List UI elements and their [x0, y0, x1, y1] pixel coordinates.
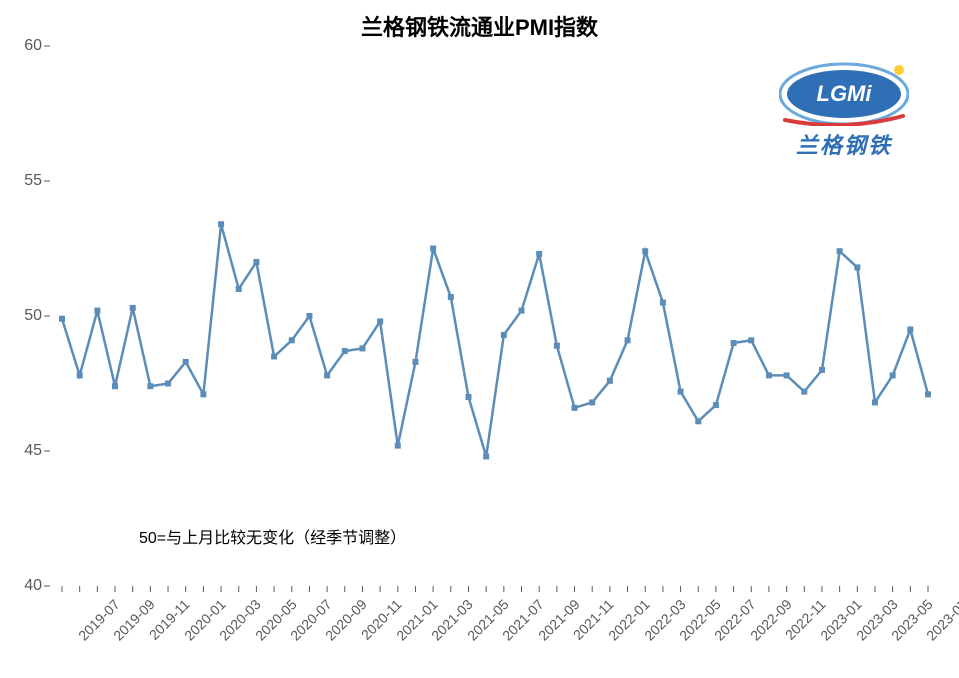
- pmi-marker: [59, 316, 65, 322]
- pmi-marker: [607, 378, 613, 384]
- pmi-marker: [448, 294, 454, 300]
- pmi-marker: [200, 391, 206, 397]
- pmi-marker: [94, 308, 100, 314]
- pmi-marker: [412, 359, 418, 365]
- pmi-marker: [289, 337, 295, 343]
- pmi-marker: [890, 372, 896, 378]
- y-tick-label: 40: [24, 577, 42, 595]
- chart-note: 50=与上月比较无变化（经季节调整）: [139, 524, 406, 548]
- svg-text:LGMi: LGMi: [817, 81, 873, 106]
- pmi-marker: [147, 383, 153, 389]
- pmi-marker: [483, 453, 489, 459]
- pmi-marker: [678, 389, 684, 395]
- pmi-marker: [872, 399, 878, 405]
- pmi-marker: [465, 394, 471, 400]
- y-tick-label: 45: [24, 442, 42, 460]
- pmi-marker: [77, 372, 83, 378]
- pmi-marker: [130, 305, 136, 311]
- pmi-marker: [183, 359, 189, 365]
- pmi-marker: [430, 246, 436, 252]
- pmi-marker: [253, 259, 259, 265]
- logo-text: 兰格钢铁: [769, 128, 919, 160]
- pmi-marker: [819, 367, 825, 373]
- pmi-marker: [925, 391, 931, 397]
- pmi-marker: [801, 389, 807, 395]
- pmi-marker: [536, 251, 542, 257]
- pmi-marker: [218, 221, 224, 227]
- pmi-marker: [112, 383, 118, 389]
- pmi-marker: [642, 248, 648, 254]
- pmi-marker: [766, 372, 772, 378]
- chart-title: 兰格钢铁流通业PMI指数: [0, 10, 959, 42]
- pmi-marker: [359, 345, 365, 351]
- pmi-marker: [695, 418, 701, 424]
- pmi-marker: [907, 327, 913, 333]
- pmi-marker: [589, 399, 595, 405]
- pmi-marker: [572, 405, 578, 411]
- pmi-marker: [324, 372, 330, 378]
- pmi-marker: [784, 372, 790, 378]
- pmi-marker: [306, 313, 312, 319]
- pmi-marker: [501, 332, 507, 338]
- pmi-marker: [731, 340, 737, 346]
- pmi-marker: [713, 402, 719, 408]
- pmi-marker: [854, 264, 860, 270]
- pmi-marker: [165, 381, 171, 387]
- pmi-marker: [625, 337, 631, 343]
- y-tick-label: 55: [24, 172, 42, 190]
- y-tick-label: 60: [24, 37, 42, 55]
- pmi-marker: [395, 443, 401, 449]
- pmi-marker: [660, 300, 666, 306]
- chart-container: 兰格钢铁流通业PMI指数 40455055602019-072019-09201…: [0, 0, 959, 678]
- pmi-marker: [236, 286, 242, 292]
- pmi-line: [62, 224, 928, 456]
- pmi-marker: [342, 348, 348, 354]
- logo-oval-svg: LGMi: [779, 62, 909, 126]
- pmi-marker: [837, 248, 843, 254]
- pmi-marker: [519, 308, 525, 314]
- pmi-marker: [271, 354, 277, 360]
- logo: LGMi 兰格钢铁: [769, 62, 919, 160]
- pmi-marker: [554, 343, 560, 349]
- y-tick-label: 50: [24, 307, 42, 325]
- pmi-marker: [748, 337, 754, 343]
- pmi-marker: [377, 318, 383, 324]
